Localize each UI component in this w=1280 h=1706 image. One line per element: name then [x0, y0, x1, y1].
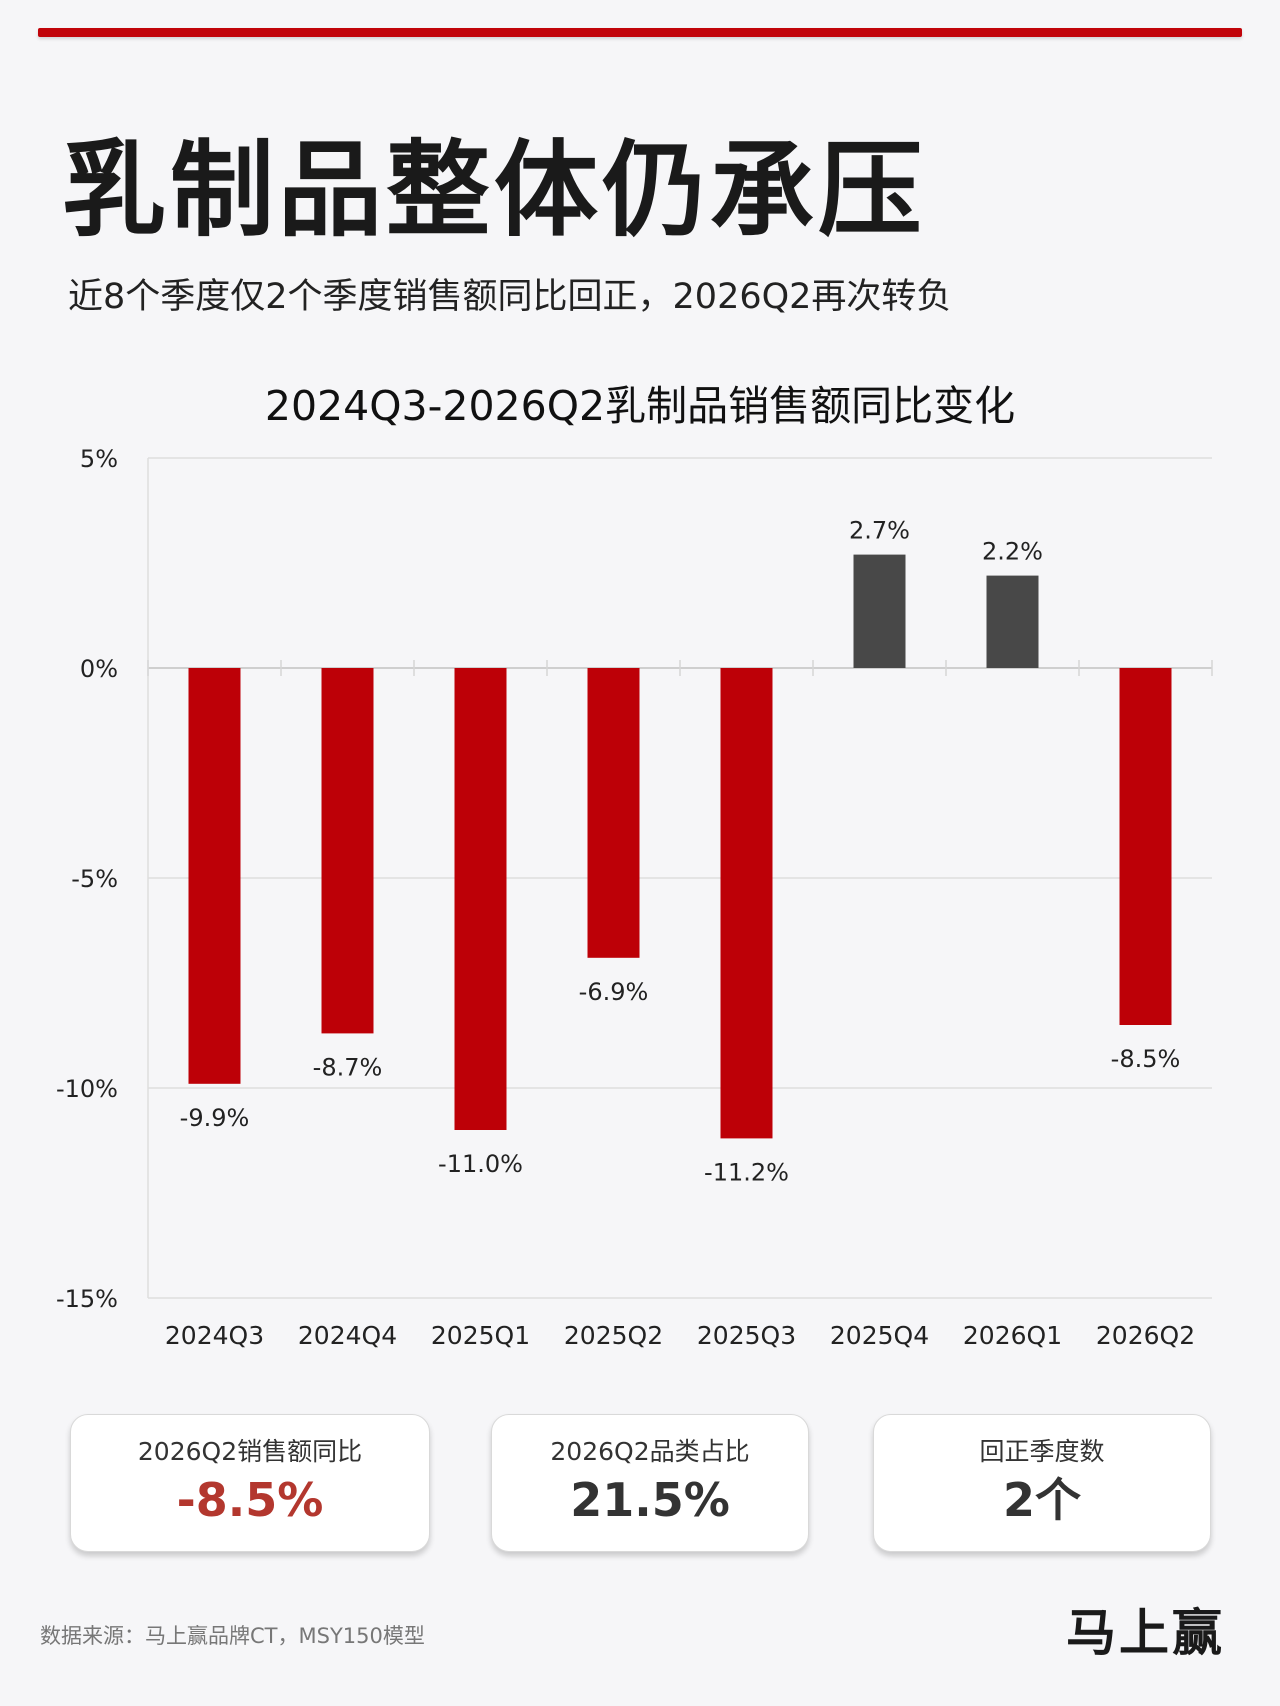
bar-2025Q4	[853, 554, 906, 668]
x-tick-label: 2026Q2	[1096, 1321, 1195, 1350]
value-label-2024Q3: -9.9%	[180, 1104, 250, 1132]
value-label-2025Q2: -6.9%	[579, 978, 649, 1006]
y-axis: 5% 0% -5% -10% -15%	[56, 445, 118, 1313]
kpi-value-positive-quarters: 2个	[1002, 1473, 1081, 1527]
kpi-value-share: 21.5%	[570, 1473, 730, 1527]
kpi-card-share: 2026Q2品类占比 21.5%	[491, 1414, 809, 1552]
x-axis: 2024Q3 2024Q4 2025Q1 2025Q2 2025Q3 2025Q4 2026…	[165, 1321, 1195, 1350]
value-label-2026Q1: 2.2%	[982, 538, 1043, 566]
value-label-2025Q4: 2.7%	[849, 517, 910, 545]
top-accent-bar	[38, 28, 1242, 37]
page-subtitle: 近8个季度仅2个季度销售额同比回正，2026Q2再次转负	[68, 277, 952, 317]
value-label-2025Q3: -11.2%	[704, 1158, 789, 1186]
bar-chart: 5% 0% -5% -10% -15% 2024Q3 2024Q4 2025Q1 2025Q2…	[56, 445, 1213, 1350]
x-tick-label: 2025Q4	[830, 1321, 929, 1350]
bar-2026Q2	[1119, 668, 1172, 1025]
kpi-label-positive-quarters: 回正季度数	[979, 1437, 1105, 1466]
x-tick-label: 2026Q1	[963, 1321, 1062, 1350]
x-tick-label: 2024Q3	[165, 1321, 264, 1350]
data-source-note: 数据来源：马上赢品牌CT，MSY150模型	[40, 1624, 425, 1648]
bar-2025Q2	[587, 668, 640, 958]
bar-2024Q4	[321, 668, 374, 1034]
chart-bars	[188, 554, 1172, 1139]
x-tick-label: 2025Q3	[697, 1321, 796, 1350]
kpi-card-positive-quarters: 回正季度数 2个	[873, 1414, 1211, 1552]
x-tick-label: 2024Q4	[298, 1321, 397, 1350]
y-tick-label: 0%	[80, 655, 118, 683]
kpi-label-share: 2026Q2品类占比	[550, 1437, 750, 1466]
value-label-2024Q4: -8.7%	[313, 1053, 383, 1081]
value-label-2026Q2: -8.5%	[1111, 1045, 1181, 1073]
bar-2025Q1	[454, 668, 507, 1130]
bar-value-labels: -9.9% -8.7% -11.0% -6.9% -11.2% 2.7% 2.2% -8.5%	[180, 517, 1181, 1187]
x-tick-label: 2025Q2	[564, 1321, 663, 1350]
page-title: 乳制品整体仍承压	[62, 129, 927, 251]
kpi-label-yoy: 2026Q2销售额同比	[137, 1437, 363, 1466]
chart-title: 2024Q3-2026Q2乳制品销售额同比变化	[264, 382, 1016, 430]
bar-2024Q3	[188, 668, 241, 1084]
value-label-2025Q1: -11.0%	[438, 1150, 523, 1178]
kpi-card-yoy: 2026Q2销售额同比 -8.5%	[70, 1414, 430, 1552]
chart-gridlines	[147, 457, 1213, 1299]
bar-2025Q3	[720, 668, 773, 1139]
y-tick-label: -5%	[71, 865, 118, 893]
y-tick-label: 5%	[80, 445, 118, 473]
x-tick-label: 2025Q1	[431, 1321, 530, 1350]
y-tick-label: -15%	[56, 1285, 118, 1313]
kpi-value-yoy: -8.5%	[176, 1473, 324, 1527]
y-tick-label: -10%	[56, 1075, 118, 1103]
brand-logo: 马上赢	[1066, 1604, 1225, 1662]
bar-2026Q1	[986, 575, 1039, 668]
